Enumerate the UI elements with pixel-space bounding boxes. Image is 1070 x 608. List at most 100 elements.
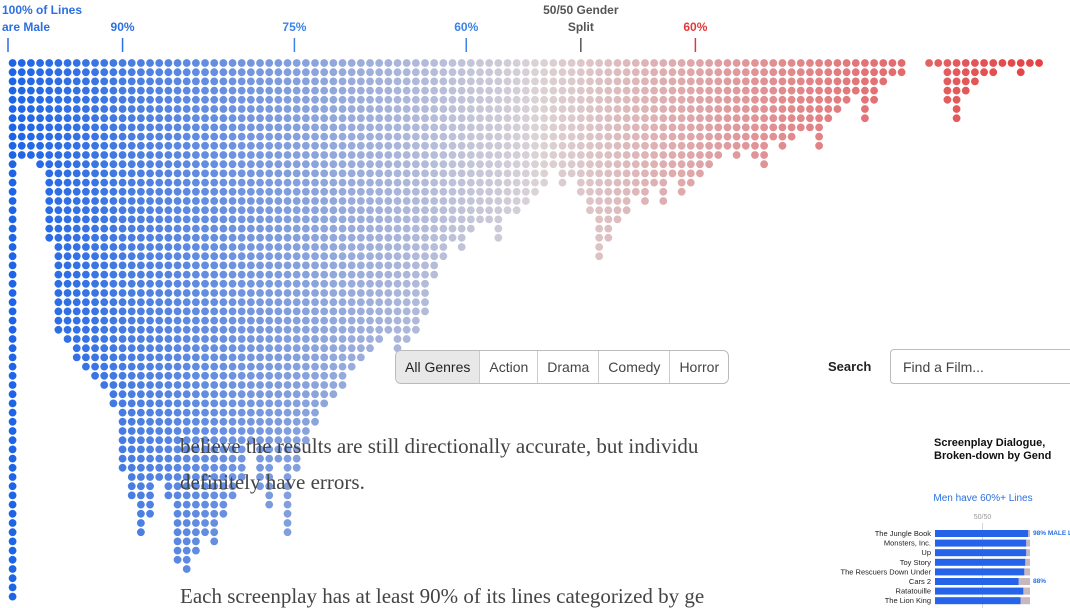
dot	[366, 95, 374, 104]
dot	[72, 224, 81, 233]
dot-column	[256, 59, 264, 491]
dot	[146, 445, 154, 454]
dot	[274, 160, 283, 169]
dot	[549, 132, 558, 141]
dot	[320, 68, 329, 77]
dot	[466, 160, 475, 169]
dot	[696, 160, 704, 169]
dot	[109, 151, 118, 159]
dot-column	[485, 59, 494, 224]
dot	[246, 151, 255, 159]
dot	[549, 68, 558, 77]
dot	[705, 160, 714, 169]
dot	[210, 519, 219, 527]
dot	[210, 399, 219, 408]
dot	[210, 68, 219, 77]
dot	[54, 325, 63, 334]
dot	[879, 68, 888, 77]
dot	[82, 206, 90, 215]
dot	[274, 335, 283, 343]
dot	[329, 261, 338, 270]
dot	[301, 206, 310, 215]
dot	[613, 151, 622, 159]
dot	[182, 381, 191, 389]
dot	[586, 59, 594, 67]
dot	[136, 261, 145, 270]
dot	[292, 233, 301, 242]
dot	[72, 298, 81, 307]
dot	[815, 114, 824, 123]
dot	[210, 353, 219, 362]
genre-button[interactable]: Action	[480, 351, 539, 383]
dot	[36, 77, 44, 86]
dot	[201, 132, 209, 141]
dot	[796, 86, 805, 95]
dot	[210, 473, 219, 481]
dot	[210, 344, 219, 353]
dot	[191, 59, 200, 67]
dot	[274, 178, 283, 187]
dot	[292, 141, 301, 150]
dot	[430, 141, 439, 150]
dot	[191, 325, 200, 334]
dot	[476, 206, 484, 215]
dot	[246, 243, 255, 251]
dot	[613, 123, 622, 132]
dot	[448, 114, 457, 123]
dot	[686, 86, 695, 95]
dot	[301, 381, 310, 389]
dot	[63, 316, 72, 325]
dot	[265, 289, 274, 297]
dot	[329, 197, 338, 205]
dot	[127, 160, 136, 169]
dot	[283, 178, 292, 187]
dot	[301, 233, 310, 242]
dot	[136, 169, 145, 178]
dot	[118, 132, 127, 141]
dot	[109, 77, 118, 86]
dot	[366, 335, 374, 343]
dot	[301, 197, 310, 205]
genre-button[interactable]: Drama	[538, 351, 600, 383]
search-input[interactable]: Find a Film...	[890, 349, 1070, 384]
dot	[283, 243, 292, 251]
dot	[246, 206, 255, 215]
dot	[136, 344, 145, 353]
dot-column	[595, 59, 604, 261]
dot	[256, 482, 264, 491]
dot	[311, 224, 319, 233]
x-tick-label: 75%	[282, 20, 307, 34]
dot	[485, 151, 494, 159]
dot	[677, 141, 686, 150]
dot	[512, 77, 521, 86]
genre-button[interactable]: Comedy	[599, 351, 671, 383]
dot	[173, 390, 182, 399]
dot	[210, 169, 219, 178]
dot	[586, 114, 594, 123]
dot	[127, 187, 136, 196]
dot	[311, 169, 319, 178]
dot	[146, 252, 154, 261]
dot	[961, 86, 970, 95]
dot	[384, 307, 393, 316]
dot	[512, 141, 521, 150]
dot	[146, 114, 154, 123]
dot	[439, 169, 448, 178]
dot	[256, 114, 264, 123]
dot	[531, 77, 539, 86]
dot	[329, 252, 338, 261]
dot	[72, 307, 81, 316]
dot	[613, 141, 622, 150]
dot	[311, 59, 319, 67]
dot	[8, 141, 17, 150]
dot	[366, 77, 374, 86]
genre-button[interactable]: Horror	[679, 359, 720, 375]
dot	[118, 270, 127, 279]
dot	[421, 59, 429, 67]
genre-button[interactable]: All Genres	[396, 351, 481, 383]
dot	[237, 169, 246, 178]
dot	[631, 151, 640, 159]
dot	[430, 233, 439, 242]
dot	[485, 132, 494, 141]
dot	[531, 141, 539, 150]
